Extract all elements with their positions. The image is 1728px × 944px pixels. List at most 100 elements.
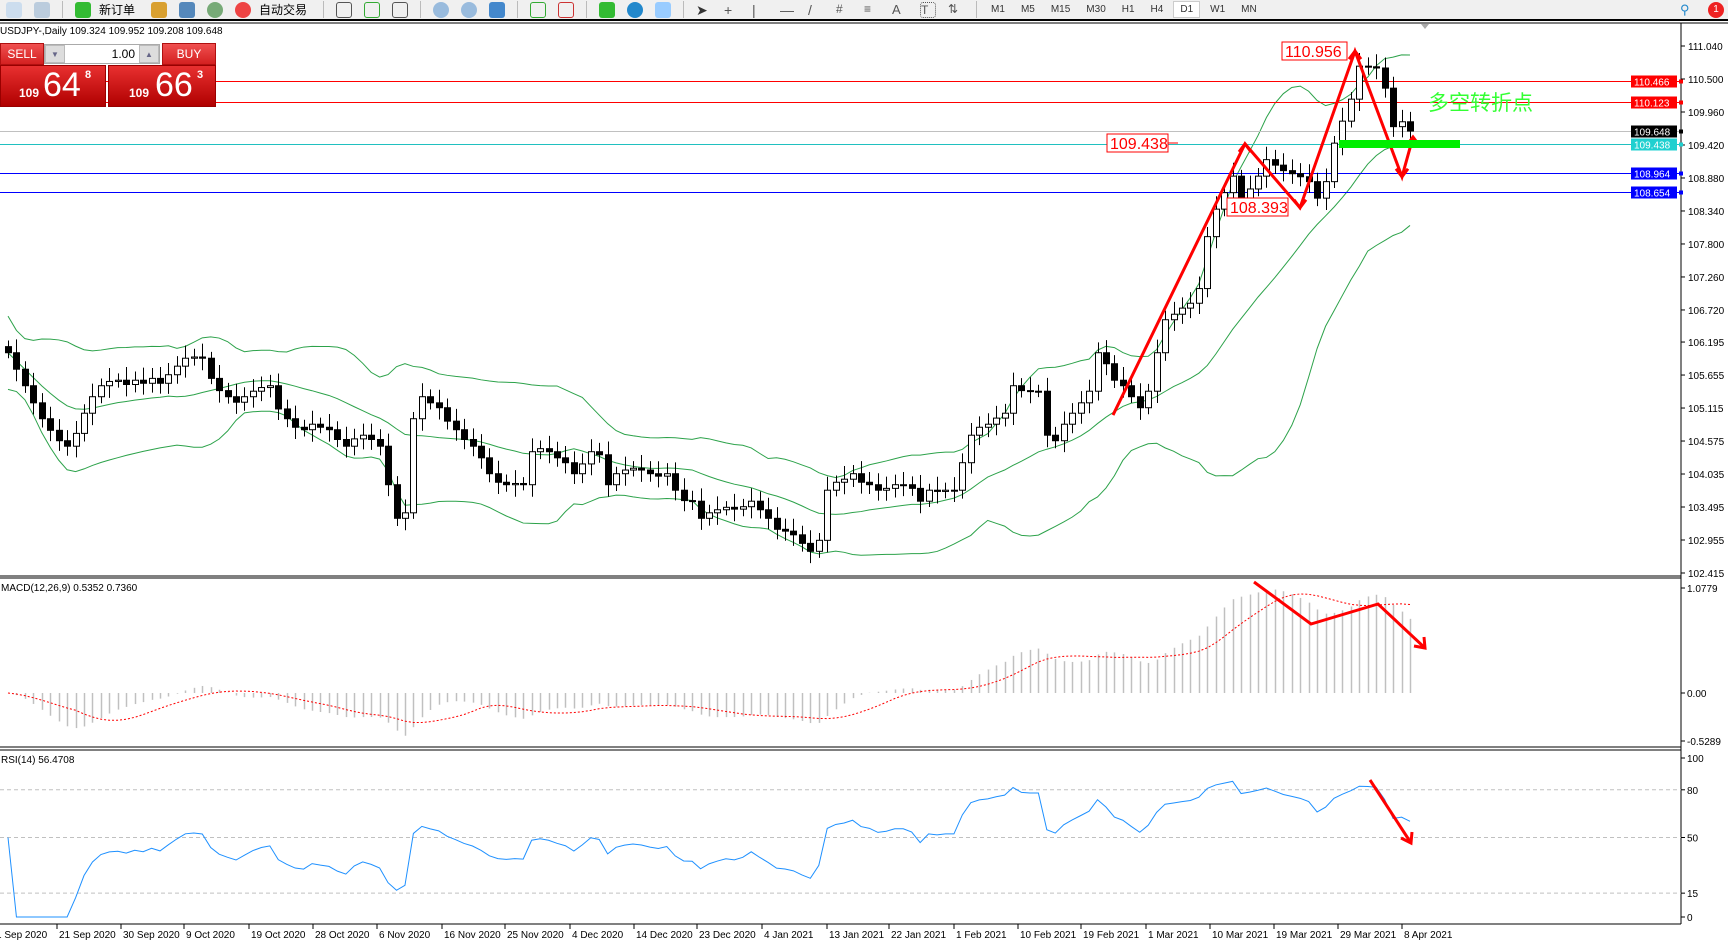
auto-trading-icon[interactable] bbox=[235, 1, 252, 18]
macd-divergence-arrow bbox=[1253, 580, 1427, 650]
one-click-trading-panel: SELL ▼ 1.00 ▲ BUY 109 64 8 109 66 3 bbox=[0, 43, 216, 107]
candle-bear bbox=[495, 473, 502, 483]
tf-mn[interactable]: MN bbox=[1241, 4, 1257, 15]
text-label-icon[interactable]: T bbox=[920, 1, 937, 18]
sell-button[interactable]: SELL bbox=[0, 43, 44, 65]
candle-bear bbox=[596, 451, 603, 456]
date-tick-label: 6 Nov 2020 bbox=[379, 930, 431, 941]
candle-bear bbox=[444, 407, 451, 422]
candle-bear bbox=[199, 356, 206, 359]
crosshair-icon[interactable]: + bbox=[724, 1, 733, 18]
arrows-icon[interactable]: ⇅ bbox=[948, 1, 959, 16]
candle-bull bbox=[664, 473, 671, 477]
new-order-button[interactable]: 新订单 bbox=[99, 3, 136, 17]
candlestick-icon[interactable] bbox=[364, 1, 381, 18]
text-icon[interactable]: A bbox=[892, 1, 901, 17]
candle-bear bbox=[334, 429, 341, 440]
price-line-label-bg bbox=[1631, 186, 1677, 199]
candle-bull bbox=[1095, 352, 1102, 392]
price-line-axis-marker bbox=[1679, 79, 1683, 84]
price-annotation-label: 109.438 bbox=[1110, 136, 1168, 153]
candle-bull bbox=[1255, 175, 1262, 190]
date-tick-label: 10 Mar 2021 bbox=[1212, 930, 1269, 941]
fibonacci-icon[interactable]: ≡ bbox=[864, 1, 872, 16]
price-line-axis-marker bbox=[1679, 129, 1683, 134]
tf-h4[interactable]: H4 bbox=[1150, 4, 1164, 15]
vertical-line-icon[interactable]: | bbox=[752, 1, 756, 18]
lot-decrease-button[interactable]: ▼ bbox=[45, 45, 65, 63]
date-tick-label: 9 Oct 2020 bbox=[186, 930, 235, 941]
chart-shift-icon[interactable] bbox=[558, 1, 575, 18]
candle-bull bbox=[73, 432, 80, 447]
tf-h1[interactable]: H1 bbox=[1121, 4, 1135, 15]
channel-icon[interactable]: # bbox=[836, 1, 843, 16]
date-tick-label: 1 Mar 2021 bbox=[1148, 930, 1199, 941]
candle-bear bbox=[562, 457, 569, 464]
date-tick-label: 1 Feb 2021 bbox=[956, 930, 1007, 941]
line-chart-icon[interactable] bbox=[392, 1, 409, 18]
candle-bull bbox=[816, 539, 823, 552]
buy-price-button[interactable]: 109 66 3 bbox=[108, 65, 216, 107]
candle-bear bbox=[157, 377, 164, 384]
new-order-icon[interactable] bbox=[75, 1, 91, 18]
lot-increase-button[interactable]: ▲ bbox=[139, 45, 159, 63]
candle-bull bbox=[579, 463, 586, 475]
divider bbox=[976, 1, 978, 18]
horizontal-line-icon[interactable]: — bbox=[780, 1, 795, 18]
notifications-badge[interactable]: 1 bbox=[1708, 1, 1724, 18]
tile-windows-icon[interactable] bbox=[489, 1, 506, 18]
buy-button[interactable]: BUY bbox=[162, 43, 216, 65]
candle-bear bbox=[1373, 66, 1380, 69]
terminal-icon[interactable] bbox=[179, 1, 196, 18]
open-icon[interactable] bbox=[6, 1, 22, 18]
candle-bear bbox=[301, 426, 308, 431]
signal-icon[interactable] bbox=[207, 1, 224, 18]
candle-bull bbox=[174, 365, 181, 376]
candle-bull bbox=[1154, 352, 1161, 392]
candle-bull bbox=[149, 377, 156, 384]
candle-bear bbox=[1365, 65, 1372, 68]
periods-icon[interactable] bbox=[627, 1, 644, 18]
zoom-in-icon[interactable] bbox=[433, 1, 450, 18]
templates-icon[interactable] bbox=[655, 1, 672, 18]
zoom-out-icon[interactable] bbox=[461, 1, 478, 18]
price-annotation-box bbox=[1226, 197, 1289, 217]
date-tick-label: 30 Sep 2020 bbox=[123, 930, 180, 941]
candle-bear bbox=[233, 396, 240, 403]
cursor-icon[interactable]: ➤ bbox=[696, 1, 708, 18]
auto-scroll-icon[interactable] bbox=[530, 1, 547, 18]
rsi-tick-label: 80 bbox=[1687, 786, 1699, 797]
price-tick-label: 109.960 bbox=[1688, 108, 1725, 119]
bar-chart-icon[interactable] bbox=[336, 1, 353, 18]
candle-bull bbox=[1204, 236, 1211, 290]
candle-bear bbox=[765, 509, 772, 519]
auto-trading-button[interactable]: 自动交易 bbox=[259, 3, 308, 17]
search-icon[interactable]: ⚲ bbox=[1680, 1, 1690, 17]
candle-bull bbox=[714, 509, 721, 514]
price-annotation-label: 108.393 bbox=[1230, 200, 1288, 217]
tf-m5[interactable]: M5 bbox=[1020, 4, 1035, 15]
trendline-icon[interactable]: / bbox=[808, 1, 812, 18]
candle-bear bbox=[1297, 173, 1304, 178]
indicators-icon[interactable] bbox=[599, 1, 616, 18]
tf-m15[interactable]: M15 bbox=[1050, 4, 1071, 15]
candle-bull bbox=[1399, 121, 1406, 128]
candle-bear bbox=[225, 390, 232, 398]
date-tick-label: 29 Mar 2021 bbox=[1340, 930, 1397, 941]
arrow-head bbox=[1237, 141, 1253, 153]
candle-bull bbox=[1187, 302, 1194, 309]
tf-m1[interactable]: M1 bbox=[991, 4, 1005, 15]
candle-bull bbox=[942, 489, 949, 492]
tf-w1[interactable]: W1 bbox=[1210, 4, 1226, 15]
price-line-label: 110.466 bbox=[1634, 78, 1670, 89]
tf-d1[interactable]: D1 bbox=[1173, 1, 1201, 18]
lot-size-field[interactable]: ▼ 1.00 ▲ bbox=[44, 44, 160, 64]
sell-price-button[interactable]: 109 64 8 bbox=[0, 65, 106, 107]
market-watch-icon[interactable] bbox=[151, 1, 168, 18]
lot-size-value[interactable]: 1.00 bbox=[111, 47, 135, 61]
candle-bear bbox=[807, 542, 814, 552]
macd-tick-label: 0.00 bbox=[1687, 689, 1707, 700]
zoom-window-icon[interactable] bbox=[34, 1, 50, 18]
tf-m30[interactable]: M30 bbox=[1086, 4, 1106, 15]
